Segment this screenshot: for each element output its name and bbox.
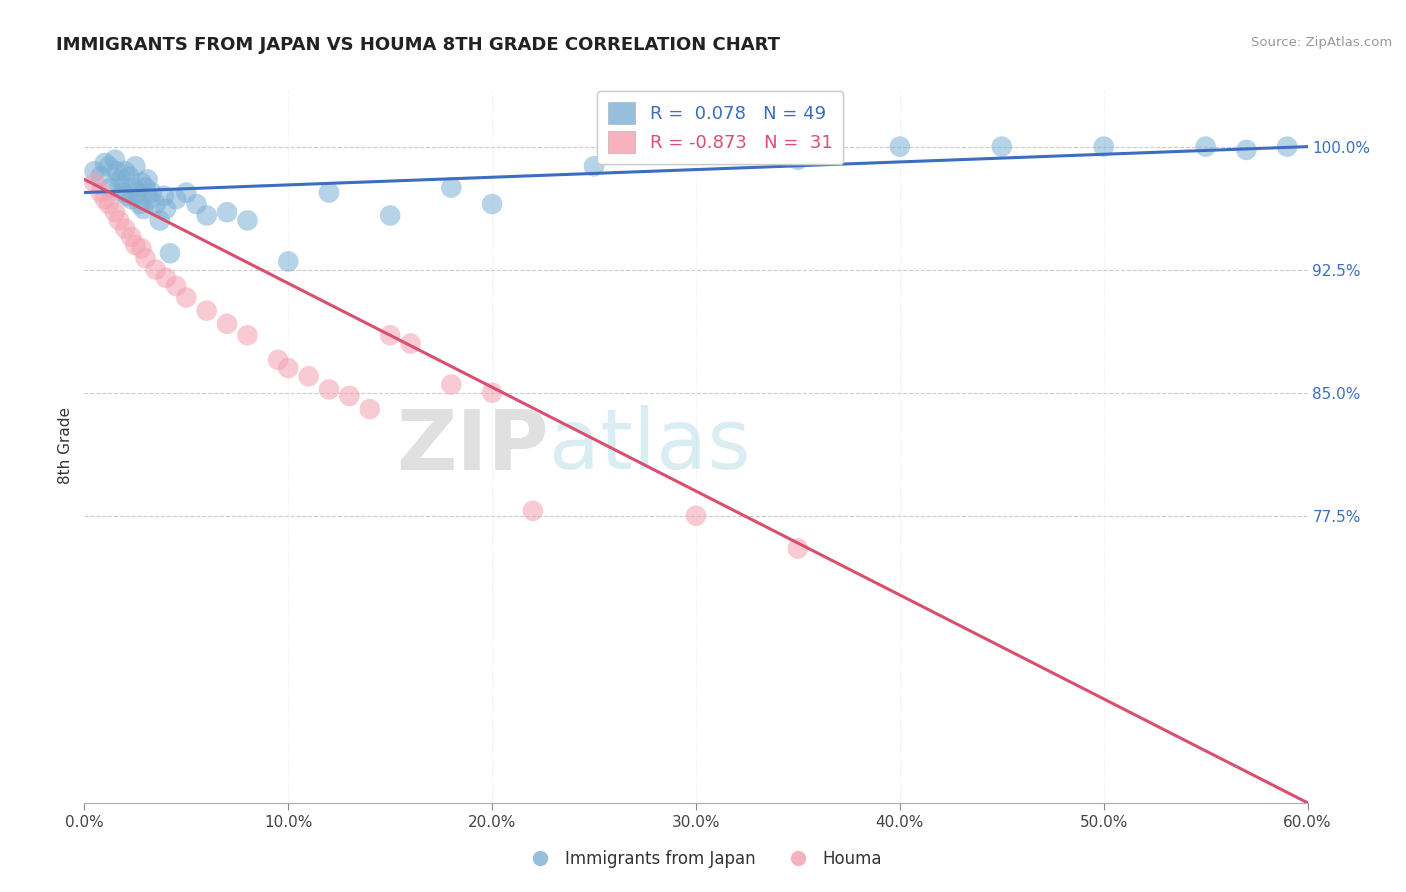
Text: Source: ZipAtlas.com: Source: ZipAtlas.com — [1251, 36, 1392, 49]
Point — [108, 213, 131, 227]
Point — [685, 148, 707, 162]
Point — [110, 172, 132, 186]
Point — [380, 209, 402, 223]
Point — [120, 192, 142, 206]
Legend: Immigrants from Japan, Houma: Immigrants from Japan, Houma — [517, 844, 889, 875]
Point — [990, 139, 1012, 153]
Point — [217, 317, 239, 331]
Point — [267, 352, 290, 367]
Point — [141, 186, 163, 200]
Point — [114, 164, 136, 178]
Point — [277, 361, 299, 376]
Point — [1092, 139, 1115, 153]
Point — [1277, 139, 1299, 153]
Point — [1234, 143, 1257, 157]
Point — [90, 186, 112, 200]
Point — [131, 176, 153, 190]
Point — [128, 197, 150, 211]
Point — [104, 153, 127, 167]
Point — [149, 213, 172, 227]
Point — [127, 186, 149, 200]
Point — [155, 270, 177, 285]
Point — [174, 291, 197, 305]
Point — [889, 139, 911, 153]
Text: atlas: atlas — [550, 406, 751, 486]
Point — [104, 205, 127, 219]
Point — [108, 176, 131, 190]
Point — [124, 238, 146, 252]
Point — [105, 164, 128, 178]
Point — [120, 230, 142, 244]
Point — [145, 262, 167, 277]
Point — [118, 169, 141, 183]
Legend: R =  0.078   N = 49, R = -0.873   N =  31: R = 0.078 N = 49, R = -0.873 N = 31 — [598, 91, 844, 164]
Point — [787, 541, 810, 556]
Point — [136, 172, 159, 186]
Point — [318, 383, 340, 397]
Point — [277, 254, 299, 268]
Point — [83, 176, 105, 190]
Point — [318, 186, 340, 200]
Point — [122, 180, 145, 194]
Point — [97, 159, 120, 173]
Point — [145, 197, 167, 211]
Point — [1195, 139, 1218, 153]
Point — [114, 221, 136, 235]
Point — [97, 197, 120, 211]
Point — [186, 197, 208, 211]
Point — [132, 202, 155, 216]
Point — [440, 180, 463, 194]
Point — [93, 192, 115, 206]
Point — [112, 186, 135, 200]
Point — [380, 328, 402, 343]
Point — [236, 213, 259, 227]
Point — [582, 159, 605, 173]
Point — [787, 153, 810, 167]
Point — [685, 508, 707, 523]
Point — [236, 328, 259, 343]
Point — [174, 186, 197, 200]
Point — [217, 205, 239, 219]
Point — [135, 251, 157, 265]
Point — [155, 202, 177, 216]
Point — [440, 377, 463, 392]
Point — [138, 192, 160, 206]
Point — [135, 180, 157, 194]
Point — [90, 169, 112, 183]
Point — [522, 504, 544, 518]
Point — [153, 189, 176, 203]
Y-axis label: 8th Grade: 8th Grade — [58, 408, 73, 484]
Text: IMMIGRANTS FROM JAPAN VS HOUMA 8TH GRADE CORRELATION CHART: IMMIGRANTS FROM JAPAN VS HOUMA 8TH GRADE… — [56, 36, 780, 54]
Point — [83, 164, 105, 178]
Point — [195, 303, 218, 318]
Point — [165, 279, 187, 293]
Point — [195, 209, 218, 223]
Point — [359, 402, 381, 417]
Point — [339, 389, 360, 403]
Point — [159, 246, 181, 260]
Point — [100, 180, 122, 194]
Point — [481, 197, 503, 211]
Point — [124, 159, 146, 173]
Point — [131, 241, 153, 255]
Point — [93, 156, 115, 170]
Point — [165, 192, 187, 206]
Text: ZIP: ZIP — [396, 406, 550, 486]
Point — [481, 385, 503, 400]
Point — [399, 336, 422, 351]
Point — [115, 189, 138, 203]
Point — [298, 369, 321, 384]
